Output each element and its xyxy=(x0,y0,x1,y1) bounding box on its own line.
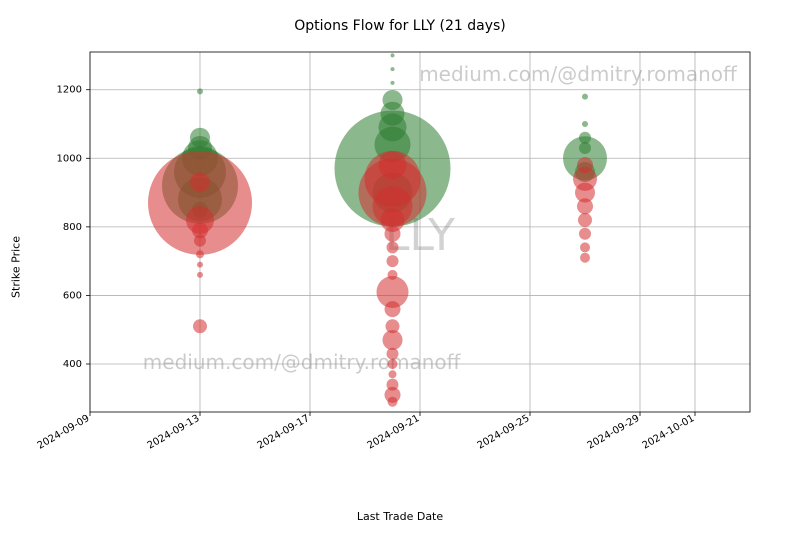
watermark-text: medium.com/@dmitry.romanoff xyxy=(419,62,738,86)
call-bubble xyxy=(197,88,203,94)
y-tick-label: 400 xyxy=(63,359,82,370)
put-bubble xyxy=(387,241,399,253)
y-tick-label: 600 xyxy=(63,290,82,301)
x-tick-label: 2024-09-17 xyxy=(256,413,312,452)
put-bubble xyxy=(580,242,590,252)
watermark-text: medium.com/@dmitry.romanoff xyxy=(143,350,462,374)
x-tick-label: 2024-10-01 xyxy=(641,413,697,452)
put-bubble xyxy=(578,213,592,227)
x-tick-label: 2024-09-13 xyxy=(146,413,202,452)
put-bubble xyxy=(577,198,593,214)
put-bubble xyxy=(389,370,397,378)
x-tick-label: 2024-09-25 xyxy=(476,413,532,452)
put-bubble xyxy=(193,319,207,333)
put-bubble xyxy=(387,255,399,267)
y-tick-label: 800 xyxy=(63,222,82,233)
x-tick-label: 2024-09-09 xyxy=(36,413,92,452)
put-bubble xyxy=(388,397,398,407)
put-bubble xyxy=(387,348,399,360)
options-flow-chart: medium.com/@dmitry.romanoffLLYmedium.com… xyxy=(0,0,800,533)
put-bubble xyxy=(579,228,591,240)
y-tick-label: 1200 xyxy=(57,85,82,96)
put-bubble xyxy=(194,235,206,247)
y-tick-label: 1000 xyxy=(57,153,82,164)
x-tick-label: 2024-09-29 xyxy=(586,413,642,452)
put-bubble xyxy=(385,301,401,317)
put-bubble xyxy=(196,250,204,258)
call-bubble xyxy=(582,121,588,127)
x-tick-label: 2024-09-21 xyxy=(366,413,422,452)
call-bubble xyxy=(391,81,395,85)
call-bubble xyxy=(391,53,395,57)
call-bubble xyxy=(582,94,588,100)
put-bubble xyxy=(385,226,401,242)
put-bubble xyxy=(388,359,398,369)
put-bubble xyxy=(580,253,590,263)
call-bubble xyxy=(391,67,395,71)
put-bubble xyxy=(383,330,403,350)
put-bubble xyxy=(197,272,203,278)
put-bubble xyxy=(197,262,203,268)
